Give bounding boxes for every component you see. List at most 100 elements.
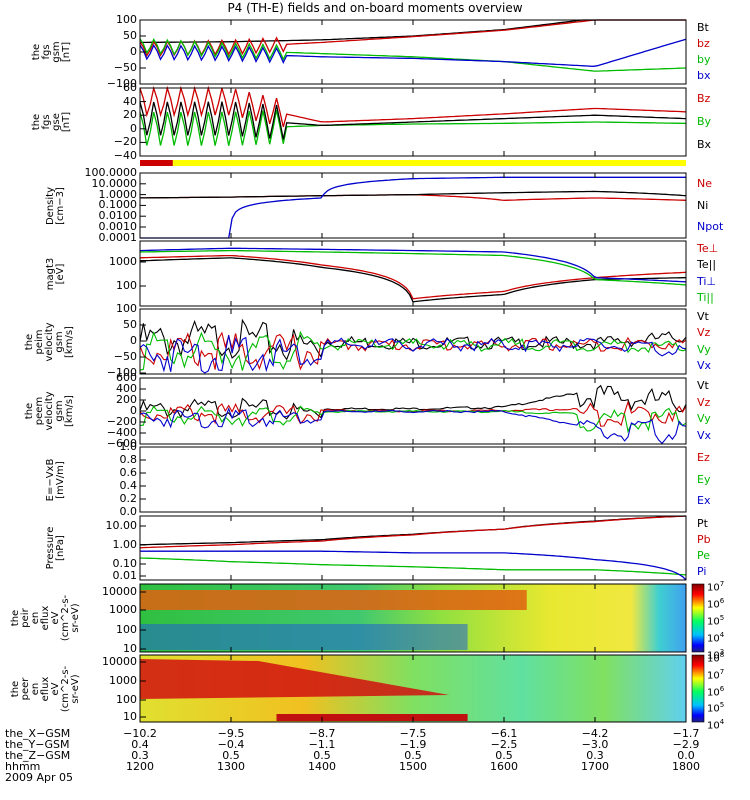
y-tick-label: −100 — [106, 77, 137, 90]
colorbar-exponent: 4 — [719, 718, 725, 726]
y-tick-label: 1000 — [109, 674, 137, 687]
y-tick-label: 100 — [116, 623, 137, 636]
legend-entry: Vz — [697, 395, 711, 409]
colorbar-tick-label: 107 — [707, 667, 725, 682]
footer-value: 0.5 — [404, 749, 422, 762]
footer-value: 0.3 — [586, 749, 604, 762]
y-tick-label: 10 — [123, 710, 137, 723]
legend-entry: Vt — [697, 310, 709, 324]
footer-value: 1200 — [126, 760, 154, 773]
mode-bar-red — [140, 160, 173, 166]
legend-entry: Pe — [697, 549, 711, 562]
footer-row-label: the_X−GSM — [5, 727, 71, 740]
colorbar-tick-label: 105 — [707, 614, 725, 628]
legend-entry: Ti⊥ — [697, 274, 717, 288]
legend-entry: Vx — [697, 428, 712, 442]
y-tick-label: 10 — [123, 642, 137, 655]
footer-value: −1.9 — [399, 738, 427, 751]
spectrogram-band-low — [140, 624, 468, 650]
y-tick-label: 0.2 — [119, 492, 138, 505]
y-tick-label: 600 — [116, 371, 137, 384]
y-tick-label: 0 — [130, 121, 137, 135]
y-tick-label: 0.0 — [119, 505, 138, 518]
series-line-Pi — [140, 550, 687, 581]
y-tick-label: 100 — [116, 13, 137, 26]
series-line-Vx — [139, 334, 687, 374]
legend-entry: Vz — [697, 326, 711, 340]
colorbar-tick-label: 104 — [707, 631, 725, 645]
footer-value: −1.7 — [672, 727, 700, 740]
y-tick-label: 0.0100 — [98, 209, 138, 223]
colorbar-exponent: 4 — [719, 631, 725, 639]
y-tick-label: 0 — [130, 404, 137, 417]
panel-efield — [139, 446, 687, 513]
series-line-Vx — [139, 407, 687, 445]
series-line-by — [139, 37, 687, 72]
series-line-bz — [139, 19, 686, 58]
mode-bar-yellow — [140, 160, 686, 166]
colorbar-exponent: 5 — [719, 614, 725, 622]
series-line-Bx — [139, 101, 687, 140]
panel-peem_vel — [139, 377, 687, 445]
y-tick-label: 0.0001 — [98, 231, 138, 244]
legend-entry: Te|| — [697, 258, 717, 272]
footer-value: −1.1 — [308, 738, 336, 751]
series-line-Ti⊥ — [139, 247, 687, 283]
legend-entry: Vx — [697, 358, 712, 372]
footer-value: 0.5 — [495, 749, 513, 762]
y-tick-label: 1.0 — [119, 440, 138, 453]
y-tick-label: 0.4 — [119, 479, 138, 492]
y-tick-label: 0.10 — [112, 557, 138, 570]
y-tick-label: −200 — [106, 415, 137, 428]
y-tick-label: 1.0000 — [98, 187, 138, 201]
footer-date: 2009 Apr 05 — [5, 771, 74, 784]
spectrogram-band-high — [140, 590, 527, 610]
legend-entry: Vt — [697, 379, 709, 393]
y-tick-label: 0.0010 — [98, 220, 138, 233]
series-line-Vy — [139, 405, 687, 434]
footer-value: −10.2 — [123, 727, 157, 740]
series-line-By — [139, 109, 687, 146]
y-tick-label: 60 — [123, 81, 137, 94]
y-tick-label: 10.0000 — [91, 176, 138, 190]
footer-value: 1800 — [672, 760, 700, 773]
footer-value: −6.1 — [490, 727, 518, 740]
footer-row-label: the_Y−GSM — [5, 738, 70, 751]
footer-value: 1400 — [308, 760, 336, 773]
colorbar-tick-label: 104 — [707, 718, 725, 732]
colorbar-exponent: 7 — [719, 667, 725, 676]
series-line-Vz — [139, 400, 687, 427]
y-tick-label: 1000 — [109, 603, 137, 616]
footer-value: −9.5 — [217, 727, 245, 740]
footer-row-label: hhmm — [5, 760, 41, 773]
y-tick-label: 40 — [123, 94, 137, 108]
colorbar-exponent: 6 — [719, 684, 725, 693]
colorbar-tick-label: 108 — [707, 651, 725, 665]
footer-value: −4.2 — [581, 727, 609, 740]
legend-entry: Bt — [697, 21, 709, 34]
series-line-Ni — [140, 190, 687, 199]
y-tick-label: 100.0000 — [84, 166, 138, 179]
y-tick-label: 100 — [116, 279, 137, 292]
series-line-bx — [139, 38, 687, 67]
legend-entry: By — [697, 115, 712, 128]
colorbar — [691, 654, 705, 723]
colorbar-exponent: 5 — [719, 701, 725, 710]
footer-value: −0.4 — [217, 738, 245, 751]
legend-entry: bz — [697, 37, 710, 50]
legend-entry: Pt — [697, 517, 708, 530]
legend-entry: Pb — [697, 533, 711, 546]
panel-pressure — [139, 515, 687, 581]
panel-frame — [139, 19, 687, 85]
footer-value: 0.5 — [313, 749, 331, 762]
y-tick-label: 0 — [130, 334, 137, 347]
legend-entry: bx — [697, 69, 711, 82]
y-tick-label: 400 — [116, 382, 137, 395]
footer-value: −2.5 — [490, 738, 518, 751]
colorbar-exponent: 6 — [719, 597, 725, 605]
footer-value: 1500 — [399, 760, 427, 773]
y-tick-label: 10.00 — [105, 519, 138, 532]
colorbar — [691, 583, 705, 653]
colorbar-tick-label: 106 — [707, 597, 725, 611]
legend-entry: Vy — [697, 412, 711, 426]
